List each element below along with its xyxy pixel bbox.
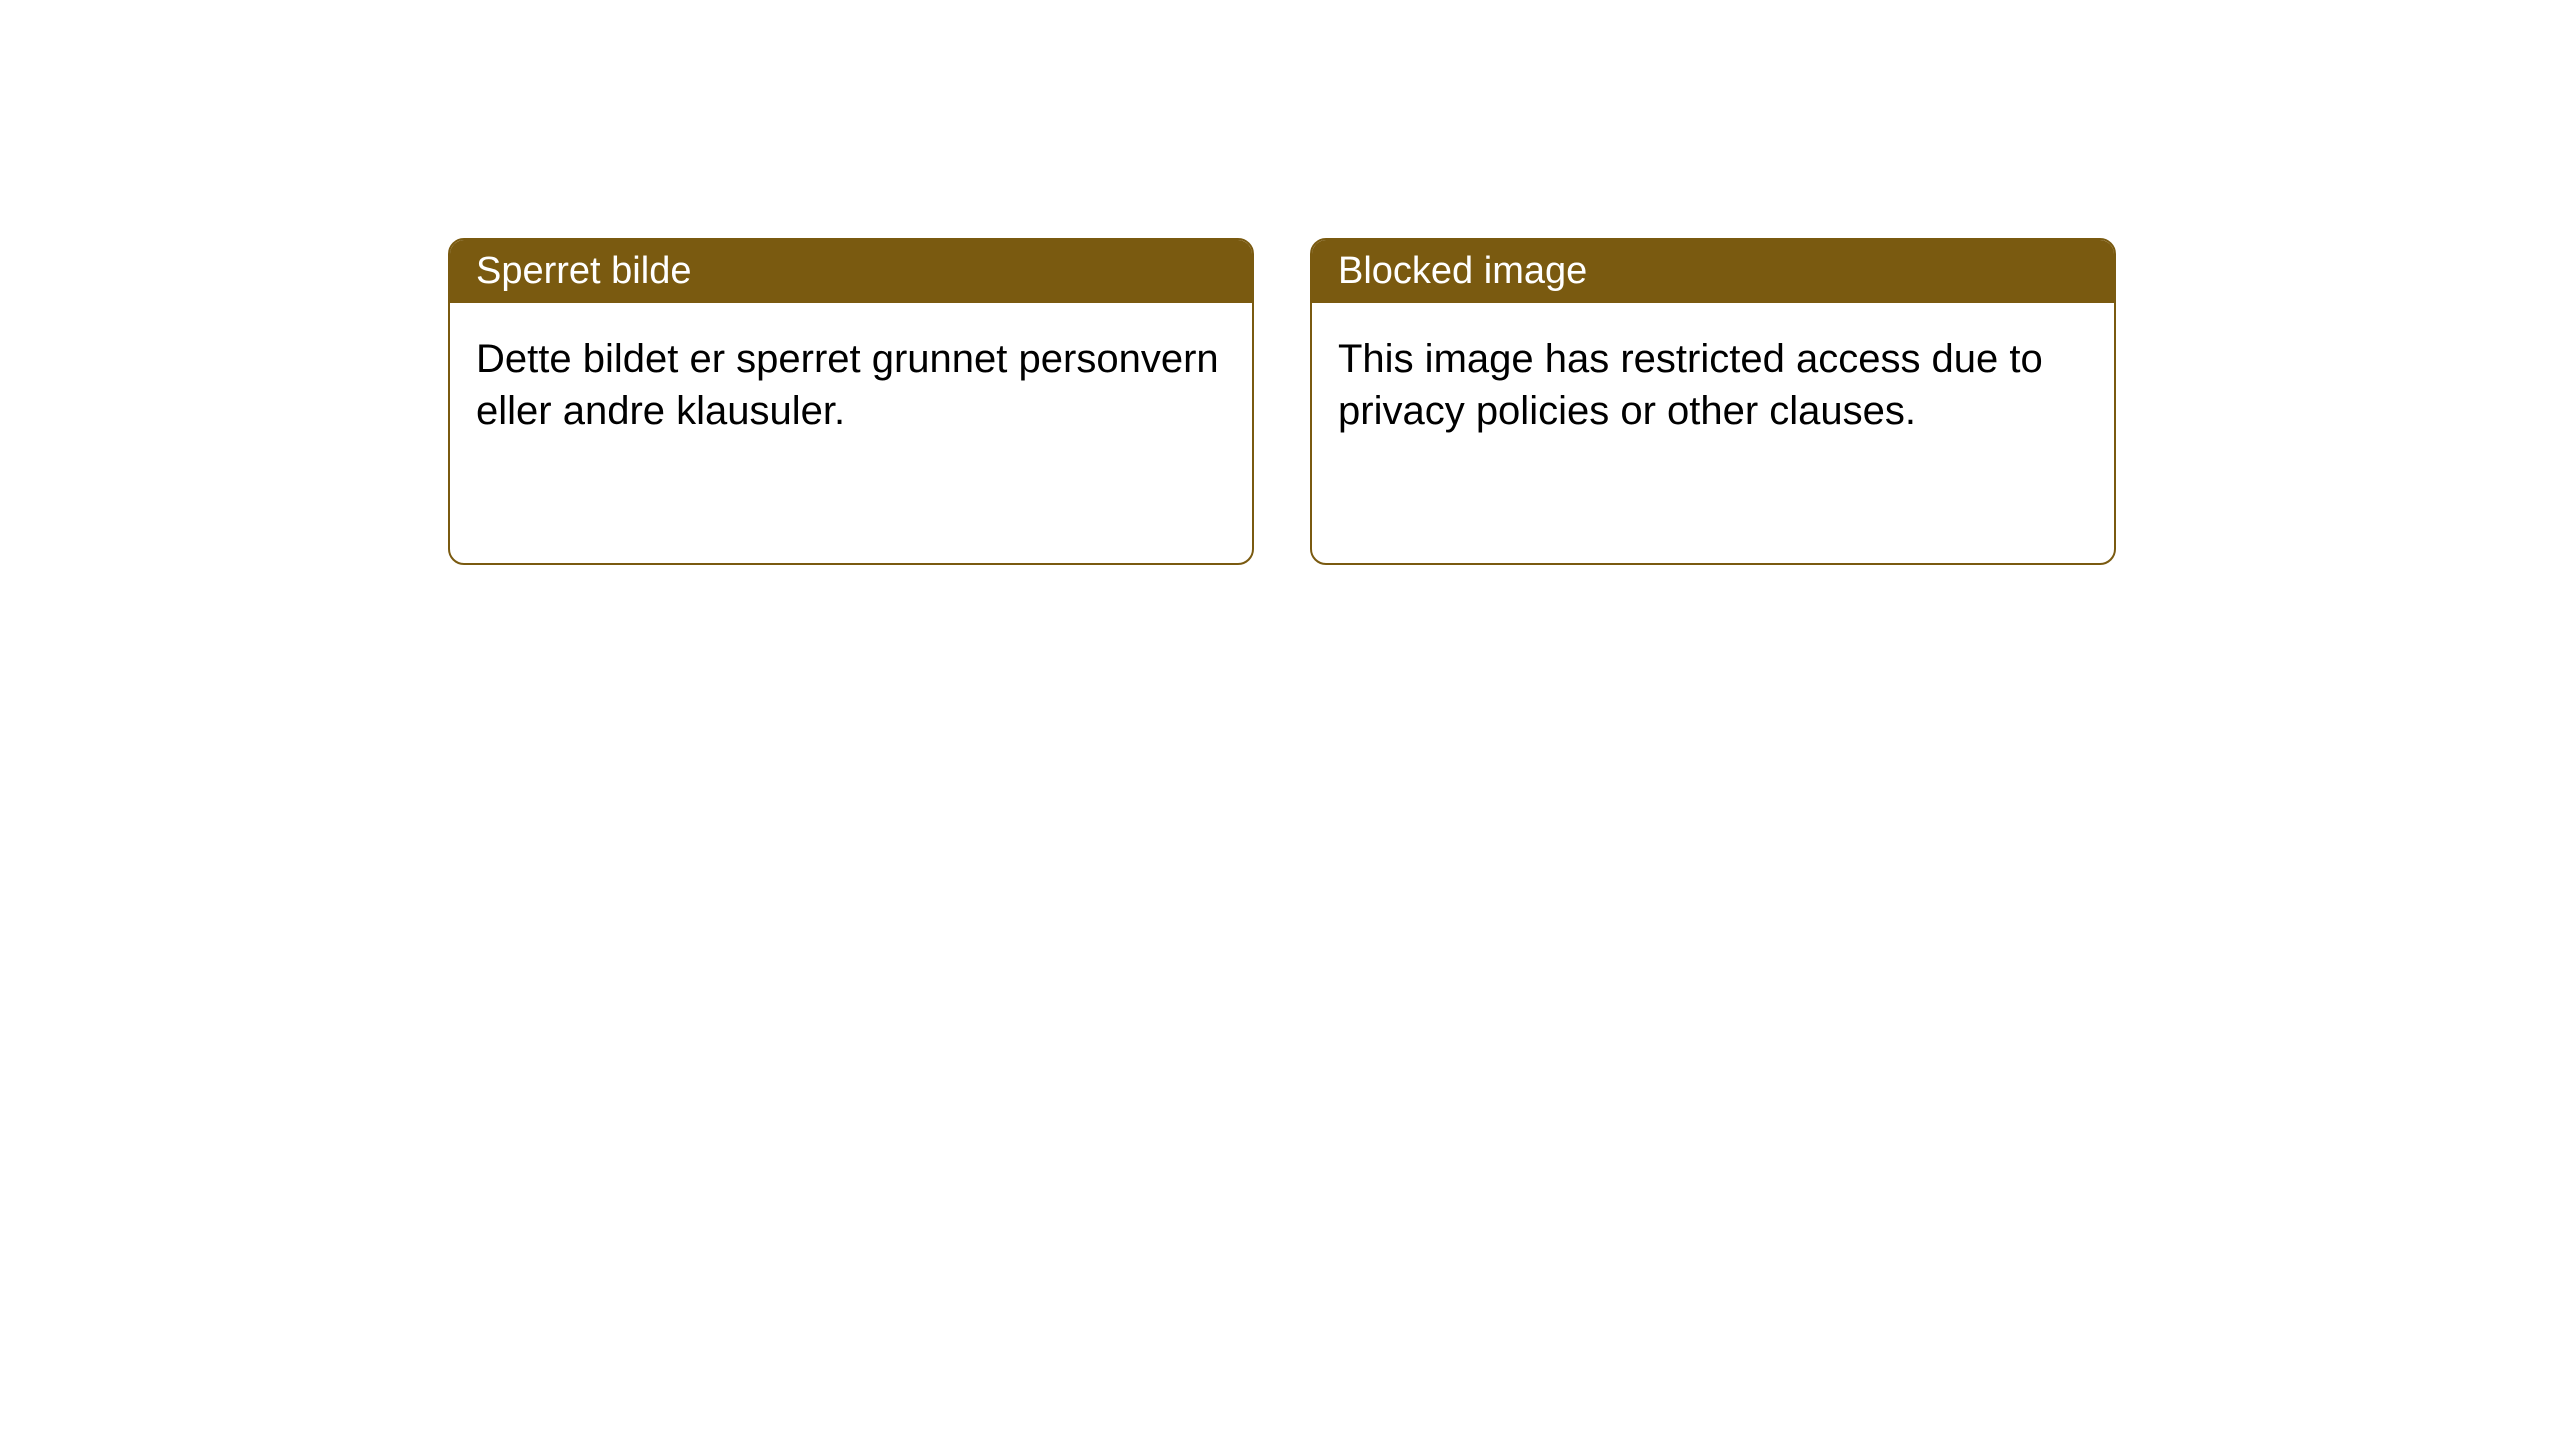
card-header: Sperret bilde — [450, 240, 1252, 303]
card-body: Dette bildet er sperret grunnet personve… — [450, 303, 1252, 563]
card-header: Blocked image — [1312, 240, 2114, 303]
blocked-image-card-en: Blocked image This image has restricted … — [1310, 238, 2116, 565]
card-container: Sperret bilde Dette bildet er sperret gr… — [0, 0, 2560, 565]
card-body: This image has restricted access due to … — [1312, 303, 2114, 563]
blocked-image-card-no: Sperret bilde Dette bildet er sperret gr… — [448, 238, 1254, 565]
